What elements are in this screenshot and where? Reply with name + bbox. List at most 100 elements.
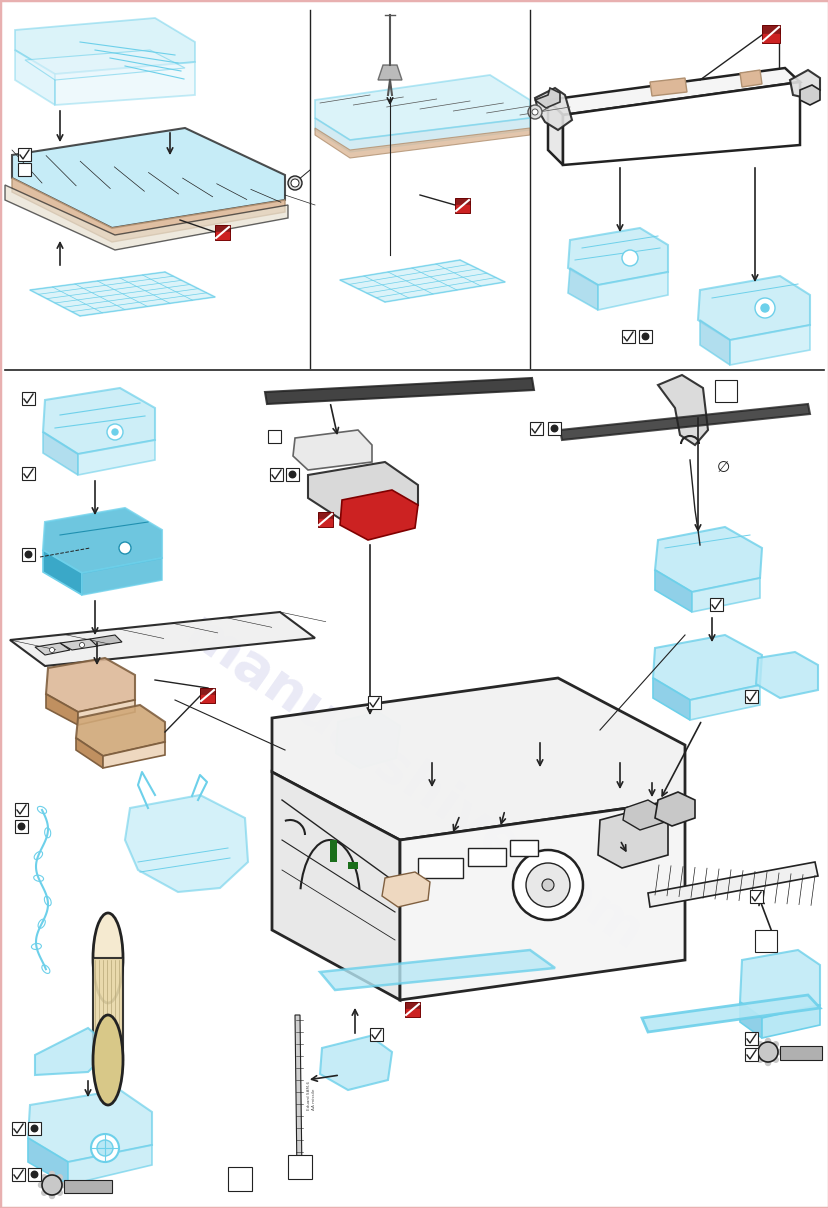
Polygon shape — [400, 800, 684, 1000]
Polygon shape — [35, 1028, 112, 1075]
Polygon shape — [649, 79, 686, 95]
Polygon shape — [308, 461, 417, 519]
Bar — [749, 890, 762, 904]
Polygon shape — [78, 440, 155, 475]
Text: Eduard SAM-6
AA missile: Eduard SAM-6 AA missile — [306, 1080, 315, 1110]
Polygon shape — [315, 128, 529, 158]
Circle shape — [757, 1041, 762, 1046]
Bar — [28, 1168, 41, 1181]
Bar — [529, 422, 542, 435]
Bar — [287, 1155, 311, 1179]
Polygon shape — [547, 68, 799, 115]
Bar — [64, 1180, 112, 1194]
Polygon shape — [43, 509, 161, 573]
Polygon shape — [534, 88, 560, 108]
Bar — [286, 467, 299, 481]
Circle shape — [525, 863, 570, 907]
Polygon shape — [46, 658, 135, 712]
Circle shape — [57, 1174, 62, 1180]
Polygon shape — [406, 1009, 418, 1016]
Circle shape — [757, 1057, 762, 1062]
Polygon shape — [200, 695, 214, 702]
Polygon shape — [125, 795, 248, 892]
Bar — [547, 422, 561, 435]
Polygon shape — [560, 403, 809, 440]
Polygon shape — [28, 1090, 152, 1162]
Polygon shape — [28, 1138, 68, 1185]
Polygon shape — [657, 374, 707, 445]
Bar — [405, 1001, 420, 1017]
Circle shape — [776, 1050, 781, 1055]
Bar — [15, 820, 28, 834]
Bar — [417, 858, 463, 878]
Polygon shape — [5, 185, 287, 250]
Circle shape — [773, 1057, 777, 1062]
Polygon shape — [729, 325, 809, 365]
Bar — [468, 848, 505, 866]
Polygon shape — [93, 958, 123, 1059]
Circle shape — [527, 105, 542, 120]
Circle shape — [50, 647, 55, 652]
Polygon shape — [654, 527, 761, 592]
Circle shape — [41, 1174, 46, 1180]
Circle shape — [621, 250, 638, 266]
Circle shape — [753, 1050, 758, 1055]
Polygon shape — [739, 1001, 761, 1038]
Circle shape — [38, 1183, 43, 1187]
Bar — [12, 1122, 25, 1136]
Text: $\varnothing$: $\varnothing$ — [715, 460, 729, 476]
Polygon shape — [382, 872, 430, 907]
Polygon shape — [378, 65, 402, 80]
Bar — [369, 1028, 383, 1041]
Bar — [509, 840, 537, 856]
Circle shape — [287, 176, 301, 190]
Circle shape — [754, 298, 774, 318]
Polygon shape — [103, 742, 165, 768]
Polygon shape — [597, 808, 667, 869]
Polygon shape — [43, 550, 82, 596]
Polygon shape — [25, 50, 185, 80]
Polygon shape — [319, 519, 331, 525]
Polygon shape — [320, 1036, 392, 1090]
Bar — [22, 548, 35, 561]
Polygon shape — [43, 388, 155, 454]
Polygon shape — [315, 75, 529, 140]
Polygon shape — [739, 949, 819, 1018]
Ellipse shape — [93, 913, 123, 1003]
Polygon shape — [12, 178, 285, 242]
Polygon shape — [641, 995, 819, 1032]
Polygon shape — [76, 738, 103, 768]
Bar — [744, 690, 757, 703]
Polygon shape — [315, 118, 529, 152]
Bar — [18, 163, 31, 176]
Polygon shape — [15, 18, 195, 74]
Polygon shape — [455, 205, 469, 211]
Polygon shape — [762, 34, 778, 42]
Bar — [714, 381, 736, 402]
Polygon shape — [272, 772, 400, 1000]
Bar — [779, 1046, 821, 1059]
Polygon shape — [339, 260, 504, 302]
Circle shape — [50, 1194, 55, 1198]
Bar — [744, 1032, 757, 1045]
Polygon shape — [699, 320, 729, 365]
Circle shape — [41, 1190, 46, 1195]
Bar — [12, 1168, 25, 1181]
Circle shape — [31, 1172, 38, 1178]
Polygon shape — [739, 70, 761, 87]
Polygon shape — [761, 1005, 819, 1038]
Polygon shape — [789, 70, 819, 98]
Bar — [270, 467, 282, 481]
Polygon shape — [567, 228, 667, 285]
Polygon shape — [68, 1145, 152, 1185]
Polygon shape — [623, 800, 664, 830]
Polygon shape — [272, 678, 684, 840]
Bar — [318, 512, 333, 527]
Polygon shape — [597, 272, 667, 310]
Bar — [621, 330, 634, 343]
Circle shape — [91, 1134, 119, 1162]
Polygon shape — [320, 949, 554, 991]
Polygon shape — [265, 378, 533, 403]
Polygon shape — [15, 50, 55, 105]
Bar — [15, 803, 28, 815]
